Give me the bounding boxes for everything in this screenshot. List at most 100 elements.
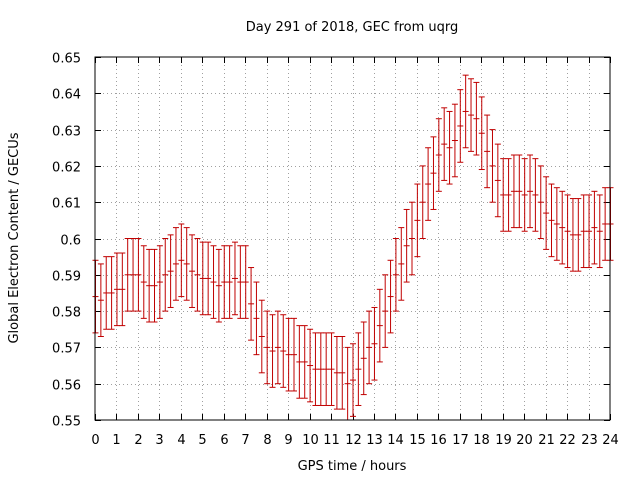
data-point: [537, 165, 544, 239]
y-tick-label: 0.59: [52, 270, 81, 285]
data-point: [446, 110, 453, 185]
data-point: [575, 198, 582, 272]
data-point: [435, 118, 442, 192]
x-tick-label: 0: [91, 433, 99, 448]
data-point: [162, 238, 169, 312]
data-point: [140, 245, 147, 319]
data-point: [553, 187, 560, 261]
data-point: [97, 263, 104, 338]
y-tick-label: 0.58: [52, 306, 81, 321]
data-point: [478, 96, 485, 171]
data-point: [414, 183, 421, 258]
data-point: [205, 241, 212, 316]
plot-frame: [94, 56, 611, 421]
data-point: [441, 107, 448, 181]
data-point: [586, 194, 593, 269]
data-point: [194, 238, 201, 312]
data-point: [124, 238, 131, 312]
x-tick-label: 14: [387, 433, 404, 448]
data-point: [484, 114, 491, 189]
tick-labels: 0 1 2 3 4 5 6 7 8 9 10 11 12 13 14 15 16 17 18 19 20 21 22 23 24…: [52, 52, 619, 449]
x-tick-label: 1: [112, 433, 120, 448]
data-point: [333, 336, 340, 410]
data-point: [323, 332, 330, 406]
y-tick-label: 0.56: [52, 379, 81, 394]
y-tick-label: 0.63: [52, 125, 81, 140]
y-tick-label: 0.61: [52, 197, 81, 212]
data-point: [215, 248, 222, 323]
data-point: [237, 245, 244, 319]
data-point: [189, 234, 196, 308]
data-point: [135, 238, 142, 312]
x-tick-label: 6: [220, 433, 228, 448]
x-tick-label: 24: [602, 433, 619, 448]
data-point: [409, 201, 416, 276]
data-point: [199, 241, 206, 316]
x-tick-label: 4: [177, 433, 185, 448]
data-point: [221, 245, 228, 319]
data-point: [548, 183, 555, 258]
data-point: [183, 227, 190, 301]
x-tick-label: 20: [516, 433, 533, 448]
data-point: [425, 147, 432, 221]
data-point: [130, 238, 137, 312]
data-point: [119, 252, 126, 327]
x-tick-label: 16: [430, 433, 447, 448]
data-point: [457, 89, 464, 163]
data-point: [178, 223, 185, 298]
data-point: [167, 234, 174, 308]
data-point: [242, 245, 249, 319]
data-point: [172, 227, 179, 301]
x-tick-label: 11: [323, 433, 340, 448]
x-tick-label: 22: [559, 433, 576, 448]
data-point: [371, 306, 378, 381]
x-tick-label: 13: [366, 433, 383, 448]
data-point: [226, 245, 233, 319]
data-point: [296, 325, 303, 399]
x-tick-label: 10: [302, 433, 319, 448]
data-point: [108, 256, 115, 330]
x-tick-label: 5: [198, 433, 206, 448]
x-tick-label: 21: [538, 433, 555, 448]
data-point: [210, 245, 217, 319]
data-point: [569, 198, 576, 272]
data-point: [312, 332, 319, 406]
data-point: [285, 317, 292, 392]
x-tick-label: 3: [155, 433, 163, 448]
x-tick-label: 15: [409, 433, 426, 448]
data-point: [253, 281, 260, 356]
data-point: [500, 158, 507, 232]
data-point: [532, 158, 539, 232]
data-point: [264, 310, 271, 385]
x-tick-label: 19: [495, 433, 512, 448]
x-tick-label: 18: [473, 433, 490, 448]
data-point: [301, 325, 308, 399]
data-point: [146, 248, 153, 323]
data-point: [317, 332, 324, 406]
data-point: [350, 343, 356, 417]
x-axis-label: GPS time / hours: [298, 459, 407, 474]
data-point: [258, 299, 265, 374]
y-tick-label: 0.62: [52, 161, 81, 176]
data-point: [419, 165, 426, 239]
data-point: [489, 129, 496, 203]
y-tick-label: 0.65: [52, 52, 81, 67]
data-point: [387, 259, 394, 334]
y-tick-label: 0.6: [60, 234, 81, 249]
data-point: [382, 274, 389, 348]
data-point: [516, 154, 523, 229]
data-point: [468, 78, 475, 152]
data-point: [328, 332, 335, 406]
y-axis-label: Global Electron Content / GECUs: [7, 132, 22, 343]
data-point: [151, 248, 158, 323]
data-point: [269, 314, 276, 388]
data-point: [521, 158, 528, 232]
data-point: [307, 328, 314, 403]
data-point: [274, 310, 281, 385]
data-point: [392, 238, 399, 312]
data-point: [156, 245, 163, 319]
x-tick-label: 9: [284, 433, 292, 448]
data-point: [543, 176, 550, 250]
y-tick-label: 0.55: [52, 415, 81, 430]
